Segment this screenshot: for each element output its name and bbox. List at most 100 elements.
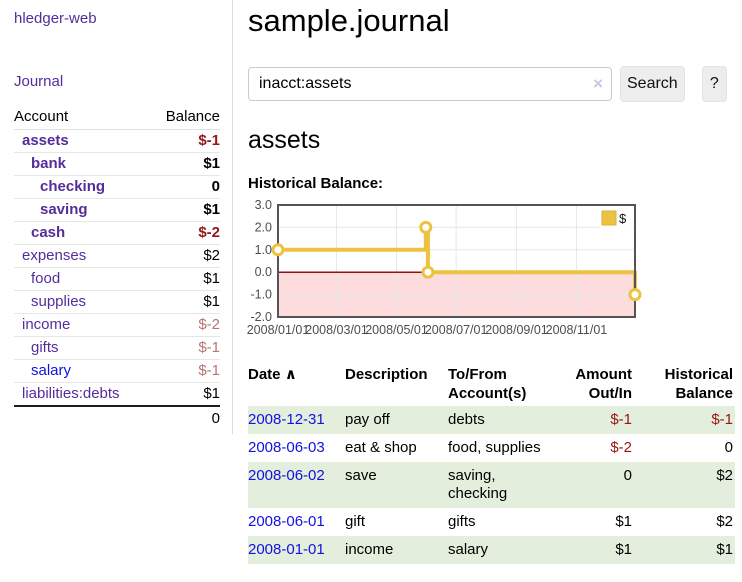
- journal-nav-link[interactable]: Journal: [14, 73, 64, 90]
- chart-svg: $3.0 2.0 1.0 0.0 -1.0 -2.02008/01/012008/03/0…: [247, 198, 642, 337]
- register-header-date-label: Date: [248, 366, 281, 383]
- account-link-income[interactable]: income: [22, 316, 71, 333]
- register-accounts-cell: gifts: [448, 513, 476, 530]
- transaction-date-link[interactable]: 2008-06-01: [248, 513, 325, 530]
- data-point-marker: [271, 243, 285, 257]
- account-balance: $-1: [150, 359, 220, 383]
- x-tick-label: 2008/07/01: [425, 323, 488, 337]
- transaction-date-link[interactable]: 2008-06-03: [248, 439, 325, 456]
- register-row: 2008-06-01 gift gifts $1 $2: [248, 508, 735, 536]
- search-input[interactable]: [248, 67, 612, 101]
- register-description-cell: save: [345, 467, 377, 484]
- account-link-expenses[interactable]: expenses: [22, 247, 87, 264]
- sort-ascending-icon: ∧: [284, 366, 297, 383]
- data-point-marker: [628, 288, 642, 302]
- account-balance: $2: [150, 244, 220, 268]
- account-cell: gifts: [14, 336, 151, 360]
- register-description-cell: eat & shop: [345, 439, 417, 456]
- transaction-date-link[interactable]: 2008-12-31: [248, 411, 325, 428]
- register-amount-cell: $1: [615, 541, 632, 558]
- account-link-saving[interactable]: saving: [40, 201, 88, 218]
- app-root: hledger-web Journal Account Balance asse…: [0, 0, 735, 564]
- register-accounts-cell: debts: [448, 411, 485, 428]
- register-balance-cell: $2: [716, 513, 733, 530]
- account-row: assets $-1: [14, 129, 220, 153]
- account-row: gifts $-1: [14, 336, 220, 360]
- app-title-link[interactable]: hledger-web: [14, 10, 97, 27]
- register-description-cell: income: [345, 541, 394, 558]
- historical-balance-chart[interactable]: $3.0 2.0 1.0 0.0 -1.0 -2.0 2008/01/01 2008/03/0…: [247, 197, 727, 343]
- register-header-date[interactable]: Date ∧: [248, 364, 345, 406]
- transaction-date-link[interactable]: 2008-01-01: [248, 541, 325, 558]
- y-tick-label: -2.0: [250, 310, 272, 324]
- account-balance: 0: [150, 175, 220, 199]
- clear-search-icon[interactable]: ×: [593, 74, 603, 93]
- account-balance: $-1: [150, 336, 220, 360]
- accounts-total-row: 0: [14, 405, 220, 430]
- account-cell: checking: [14, 175, 151, 199]
- x-tick-label: 2008/01/01: [247, 323, 310, 337]
- accounts-total-spacer: [14, 405, 151, 430]
- register-row: 2008-06-02 save saving, checking 0 $2: [248, 462, 735, 508]
- help-button[interactable]: ?: [701, 66, 727, 102]
- account-cell: saving: [14, 198, 151, 222]
- data-point-marker: [419, 220, 433, 234]
- register-amount-cell: $-2: [610, 439, 632, 456]
- search-button[interactable]: Search: [620, 66, 685, 102]
- account-link-checking[interactable]: checking: [40, 178, 106, 195]
- register-table: Date ∧ Description To/From Account(s) Am…: [248, 364, 735, 564]
- account-link-salary[interactable]: salary: [31, 362, 72, 379]
- account-link-food[interactable]: food: [31, 270, 61, 287]
- account-cell: food: [14, 267, 151, 291]
- accounts-total-value: 0: [150, 405, 220, 430]
- account-row: expenses $2: [14, 244, 220, 268]
- register-amount-cell: $-1: [610, 411, 632, 428]
- data-point-marker: [421, 265, 435, 279]
- account-row: supplies $1: [14, 290, 220, 314]
- account-row: income $-2: [14, 313, 220, 337]
- account-row: food $1: [14, 267, 220, 291]
- main-content: sample.journal × Search ? assets Histori…: [233, 0, 735, 564]
- accounts-header-balance: Balance: [150, 106, 220, 130]
- account-balance: $-1: [150, 129, 220, 153]
- account-row: cash $-2: [14, 221, 220, 245]
- account-balance: $1: [150, 198, 220, 222]
- accounts-header-account: Account: [14, 106, 151, 130]
- register-date-cell: 2008-06-01: [248, 508, 345, 536]
- account-cell: income: [14, 313, 151, 337]
- y-tick-label: 0.0: [255, 265, 272, 279]
- account-balance: $-2: [150, 221, 220, 245]
- account-link-cash[interactable]: cash: [31, 224, 66, 241]
- account-row: bank $1: [14, 152, 220, 176]
- account-row: liabilities:debts $1: [14, 383, 220, 407]
- register-amount-cell: $1: [615, 513, 632, 530]
- x-tick-label: 2008/05/01: [365, 323, 428, 337]
- account-link-bank[interactable]: bank: [31, 155, 67, 172]
- register-header-accounts: To/From Account(s): [448, 366, 527, 402]
- x-tick-label: 2008/03/01: [305, 323, 368, 337]
- account-balance: $-2: [150, 313, 220, 337]
- legend-swatch-icon: [601, 210, 617, 226]
- plot-border: [277, 204, 636, 318]
- transaction-date-link[interactable]: 2008-06-02: [248, 467, 325, 484]
- accounts-balance-table: Account Balance assets $-1 bank $1 checking 0…: [14, 106, 220, 430]
- account-link-gifts[interactable]: gifts: [31, 339, 59, 356]
- register-row: 2008-12-31 pay off debts $-1 $-1: [248, 406, 735, 434]
- y-tick-label: 3.0: [255, 198, 272, 212]
- account-cell: liabilities:debts: [14, 383, 150, 407]
- account-link-assets[interactable]: assets: [22, 132, 69, 149]
- register-amount-cell: 0: [623, 467, 632, 484]
- account-cell: cash: [14, 221, 151, 245]
- account-row: checking 0: [14, 175, 220, 199]
- register-balance-cell: $1: [716, 541, 733, 558]
- account-cell: expenses: [14, 244, 151, 268]
- sidebar: hledger-web Journal Account Balance asse…: [0, 0, 233, 434]
- account-link-supplies[interactable]: supplies: [31, 293, 87, 310]
- register-date-cell: 2008-06-02: [248, 462, 345, 508]
- register-balance-cell: $-1: [711, 411, 733, 428]
- account-row: saving $1: [14, 198, 220, 222]
- account-link-liabilities-debts[interactable]: liabilities:debts: [22, 385, 120, 402]
- register-row: 2008-01-01 income salary $1 $1: [248, 536, 735, 564]
- y-tick-label: -1.0: [250, 288, 272, 302]
- register-balance-cell: 0: [724, 439, 733, 456]
